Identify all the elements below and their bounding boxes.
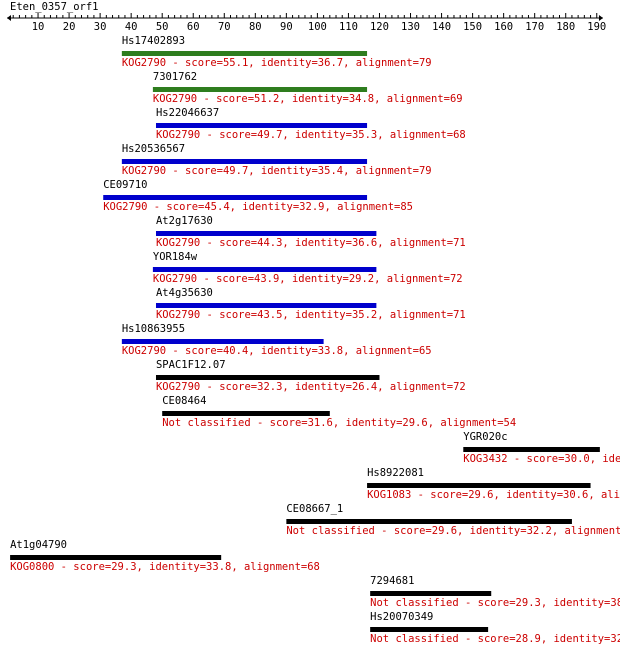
hit-row[interactable]: At1g04790 KOG0800 - score=29.3, identity=… — [10, 539, 320, 573]
hit-row[interactable]: 7301762 KOG2790 - score=51.2, identity=34… — [152, 71, 463, 105]
hit-name[interactable]: Hs10863955 — [122, 323, 185, 335]
hit-name[interactable]: 7301762 — [153, 71, 197, 83]
hit-name[interactable]: YOR184w — [153, 251, 198, 263]
hit-description: KOG2790 - score=40.4, identity=33.8, ali… — [122, 345, 432, 357]
axis-tick-label: 50 — [156, 21, 169, 33]
hit-name[interactable]: 7294681 — [370, 575, 414, 587]
hit-bar[interactable] — [162, 411, 330, 416]
axis-tick-label: 190 — [587, 21, 606, 33]
hit-description: KOG2790 - score=49.7, identity=35.3, ali… — [156, 129, 466, 141]
hit-bar[interactable] — [121, 51, 368, 56]
hit-description: Not classified - score=28.9, identity=32… — [370, 633, 620, 645]
hit-bar[interactable] — [155, 375, 380, 380]
hit-list: Hs17402893 KOG2790 - score=55.1, identity… — [10, 35, 620, 645]
hit-bar[interactable] — [370, 591, 492, 596]
hit-row[interactable]: CE09710 KOG2790 - score=45.4, identity=32… — [103, 179, 413, 213]
hit-row[interactable]: Hs10863955 KOG2790 - score=40.4, identity… — [121, 323, 432, 357]
hit-description: KOG1083 - score=29.6, identity=30.6, ali… — [367, 489, 620, 501]
hit-name[interactable]: YGR020c — [463, 431, 507, 443]
hit-row[interactable]: YGR020c KOG3432 - score=30.0, ider — [463, 431, 620, 465]
hit-row[interactable]: Hs20070349 Not classified - score=28.9, i… — [370, 611, 620, 645]
hit-row[interactable]: Hs17402893 KOG2790 - score=55.1, identity… — [121, 35, 432, 69]
hit-bar[interactable] — [367, 483, 591, 488]
axis-tick-label: 170 — [525, 21, 544, 33]
axis-right-arrow-icon — [598, 15, 603, 21]
hit-bar[interactable] — [155, 303, 377, 308]
axis-tick-label: 20 — [63, 21, 76, 33]
hit-description: KOG2790 - score=51.2, identity=34.8, ali… — [153, 93, 463, 105]
hit-name[interactable]: Hs20070349 — [370, 611, 433, 623]
ruler-axis: 10 20 30 40 50 60 70 80 90 100 110 120 130 140 150 160 1… — [7, 13, 606, 33]
hit-name[interactable]: Hs22046637 — [156, 107, 219, 119]
axis-tick-label: 140 — [432, 21, 451, 33]
hit-description: KOG2790 - score=49.7, identity=35.4, ali… — [122, 165, 432, 177]
axis-tick-label: 180 — [556, 21, 575, 33]
hit-row[interactable]: Hs8922081 KOG1083 - score=29.6, identity=… — [367, 467, 620, 501]
hit-description: KOG2790 - score=43.9, identity=29.2, ali… — [153, 273, 463, 285]
axis-tick-label: 10 — [32, 21, 45, 33]
hit-name[interactable]: CE08464 — [162, 395, 206, 407]
hit-row[interactable]: Hs22046637 KOG2790 - score=49.7, identity… — [155, 107, 466, 141]
hit-description: KOG2790 - score=43.5, identity=35.2, ali… — [156, 309, 466, 321]
axis-tick-label: 80 — [249, 21, 262, 33]
axis-tick-label: 160 — [494, 21, 513, 33]
hit-description: Not classified - score=31.6, identity=29… — [162, 417, 516, 429]
hit-description: Not classified - score=29.3, identity=38… — [370, 597, 620, 609]
hit-row[interactable]: At2g17630 KOG2790 - score=44.3, identity=… — [155, 215, 466, 249]
hit-name[interactable]: At2g17630 — [156, 215, 213, 227]
axis-tick-label: 110 — [339, 21, 358, 33]
hit-row[interactable]: At4g35630 KOG2790 - score=43.5, identity=… — [155, 287, 466, 321]
hit-bar[interactable] — [121, 339, 324, 344]
hit-name[interactable]: Hs20536567 — [122, 143, 185, 155]
axis-tick-label: 130 — [401, 21, 420, 33]
axis-tick-label: 90 — [280, 21, 293, 33]
hit-bar[interactable] — [463, 447, 600, 452]
hit-bar[interactable] — [152, 87, 368, 92]
hit-bar[interactable] — [121, 159, 368, 164]
hit-bar[interactable] — [155, 231, 377, 236]
hit-description: KOG2790 - score=44.3, identity=36.6, ali… — [156, 237, 466, 249]
hit-bar[interactable] — [286, 519, 572, 524]
hit-bar[interactable] — [155, 123, 368, 128]
axis-tick-label: 100 — [308, 21, 327, 33]
axis-tick-label: 120 — [370, 21, 389, 33]
hit-row[interactable]: Hs20536567 KOG2790 - score=49.7, identity… — [121, 143, 432, 177]
hit-bar[interactable] — [370, 627, 489, 632]
hit-name[interactable]: Hs8922081 — [367, 467, 424, 479]
hit-row[interactable]: 7294681 Not classified - score=29.3, iden… — [370, 575, 620, 609]
hit-name[interactable]: CE08667_1 — [286, 503, 343, 515]
hit-description: KOG2790 - score=32.3, identity=26.4, ali… — [156, 381, 466, 393]
hit-description: KOG0800 - score=29.3, identity=33.8, ali… — [10, 561, 320, 573]
axis-tick-label: 40 — [125, 21, 138, 33]
axis-tick-label: 60 — [187, 21, 200, 33]
hit-bar[interactable] — [103, 195, 368, 200]
axis-tick-label: 70 — [218, 21, 231, 33]
hit-row[interactable]: YOR184w KOG2790 - score=43.9, identity=29… — [152, 251, 463, 285]
hit-description: KOG3432 - score=30.0, ider — [463, 453, 620, 465]
hit-row[interactable]: CE08667_1 Not classified - score=29.6, id… — [286, 503, 620, 537]
query-title: Eten_0357_orf1 — [10, 1, 99, 13]
axis-tick-label: 150 — [463, 21, 482, 33]
hit-description: KOG2790 - score=45.4, identity=32.9, ali… — [103, 201, 413, 213]
hit-name[interactable]: SPAC1F12.07 — [156, 359, 226, 371]
hit-bar[interactable] — [152, 267, 377, 272]
hit-row[interactable]: SPAC1F12.07 KOG2790 - score=32.3, identit… — [155, 359, 466, 393]
axis-left-arrow-icon — [7, 15, 11, 21]
hit-description: Not classified - score=29.6, identity=32… — [286, 525, 620, 537]
hit-name[interactable]: At4g35630 — [156, 287, 213, 299]
hit-name[interactable]: At1g04790 — [10, 539, 67, 551]
hit-row[interactable]: CE08464 Not classified - score=31.6, iden… — [162, 395, 516, 429]
hit-bar[interactable] — [10, 555, 222, 560]
axis-tick-label: 30 — [94, 21, 107, 33]
hit-name[interactable]: CE09710 — [103, 179, 147, 191]
hit-description: KOG2790 - score=55.1, identity=36.7, ali… — [122, 57, 432, 69]
hit-name[interactable]: Hs17402893 — [122, 35, 185, 47]
